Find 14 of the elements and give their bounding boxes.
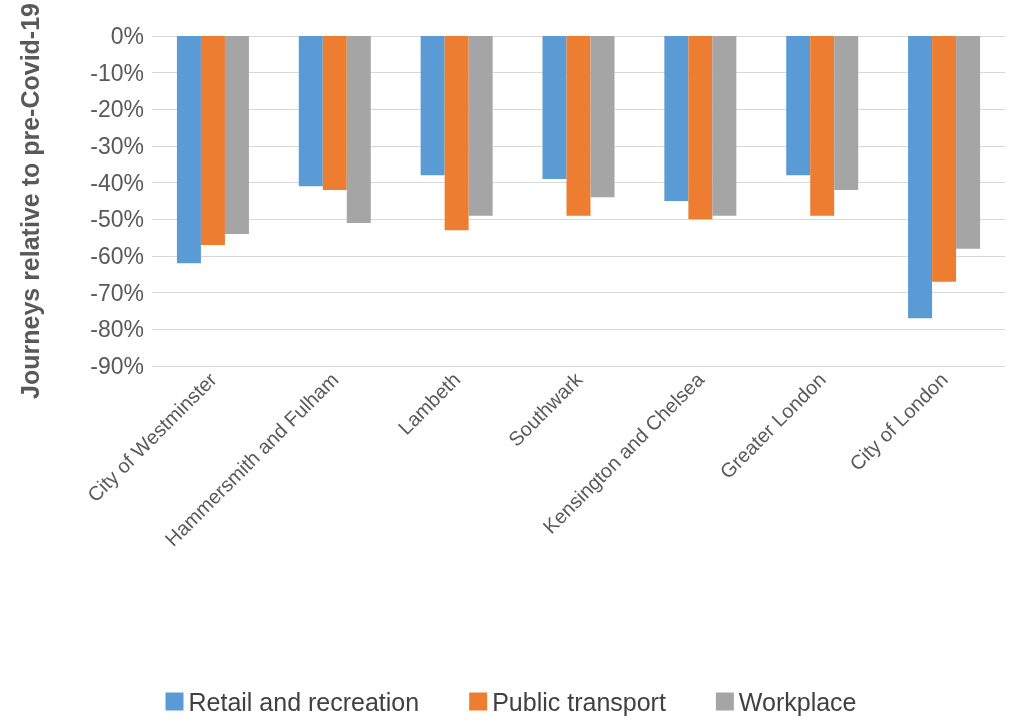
legend-label: Workplace xyxy=(738,687,857,716)
y-tick-label: -80% xyxy=(90,316,144,343)
y-tick-label: 0% xyxy=(110,22,144,49)
legend-label: Public transport xyxy=(492,687,666,716)
y-tick-label: -60% xyxy=(90,242,144,269)
y-tick-label: -50% xyxy=(90,206,144,233)
y-axis-title: Journeys relative to pre-Covid-19 xyxy=(15,3,44,399)
y-tick-label: -40% xyxy=(90,169,144,196)
y-tick-label: -10% xyxy=(90,59,144,86)
y-tick-label: -70% xyxy=(90,279,144,306)
y-tick-label: -30% xyxy=(90,132,144,159)
legend-label: Retail and recreation xyxy=(188,687,420,716)
y-tick-label: -90% xyxy=(90,353,144,379)
y-tick-label: -20% xyxy=(90,96,144,123)
